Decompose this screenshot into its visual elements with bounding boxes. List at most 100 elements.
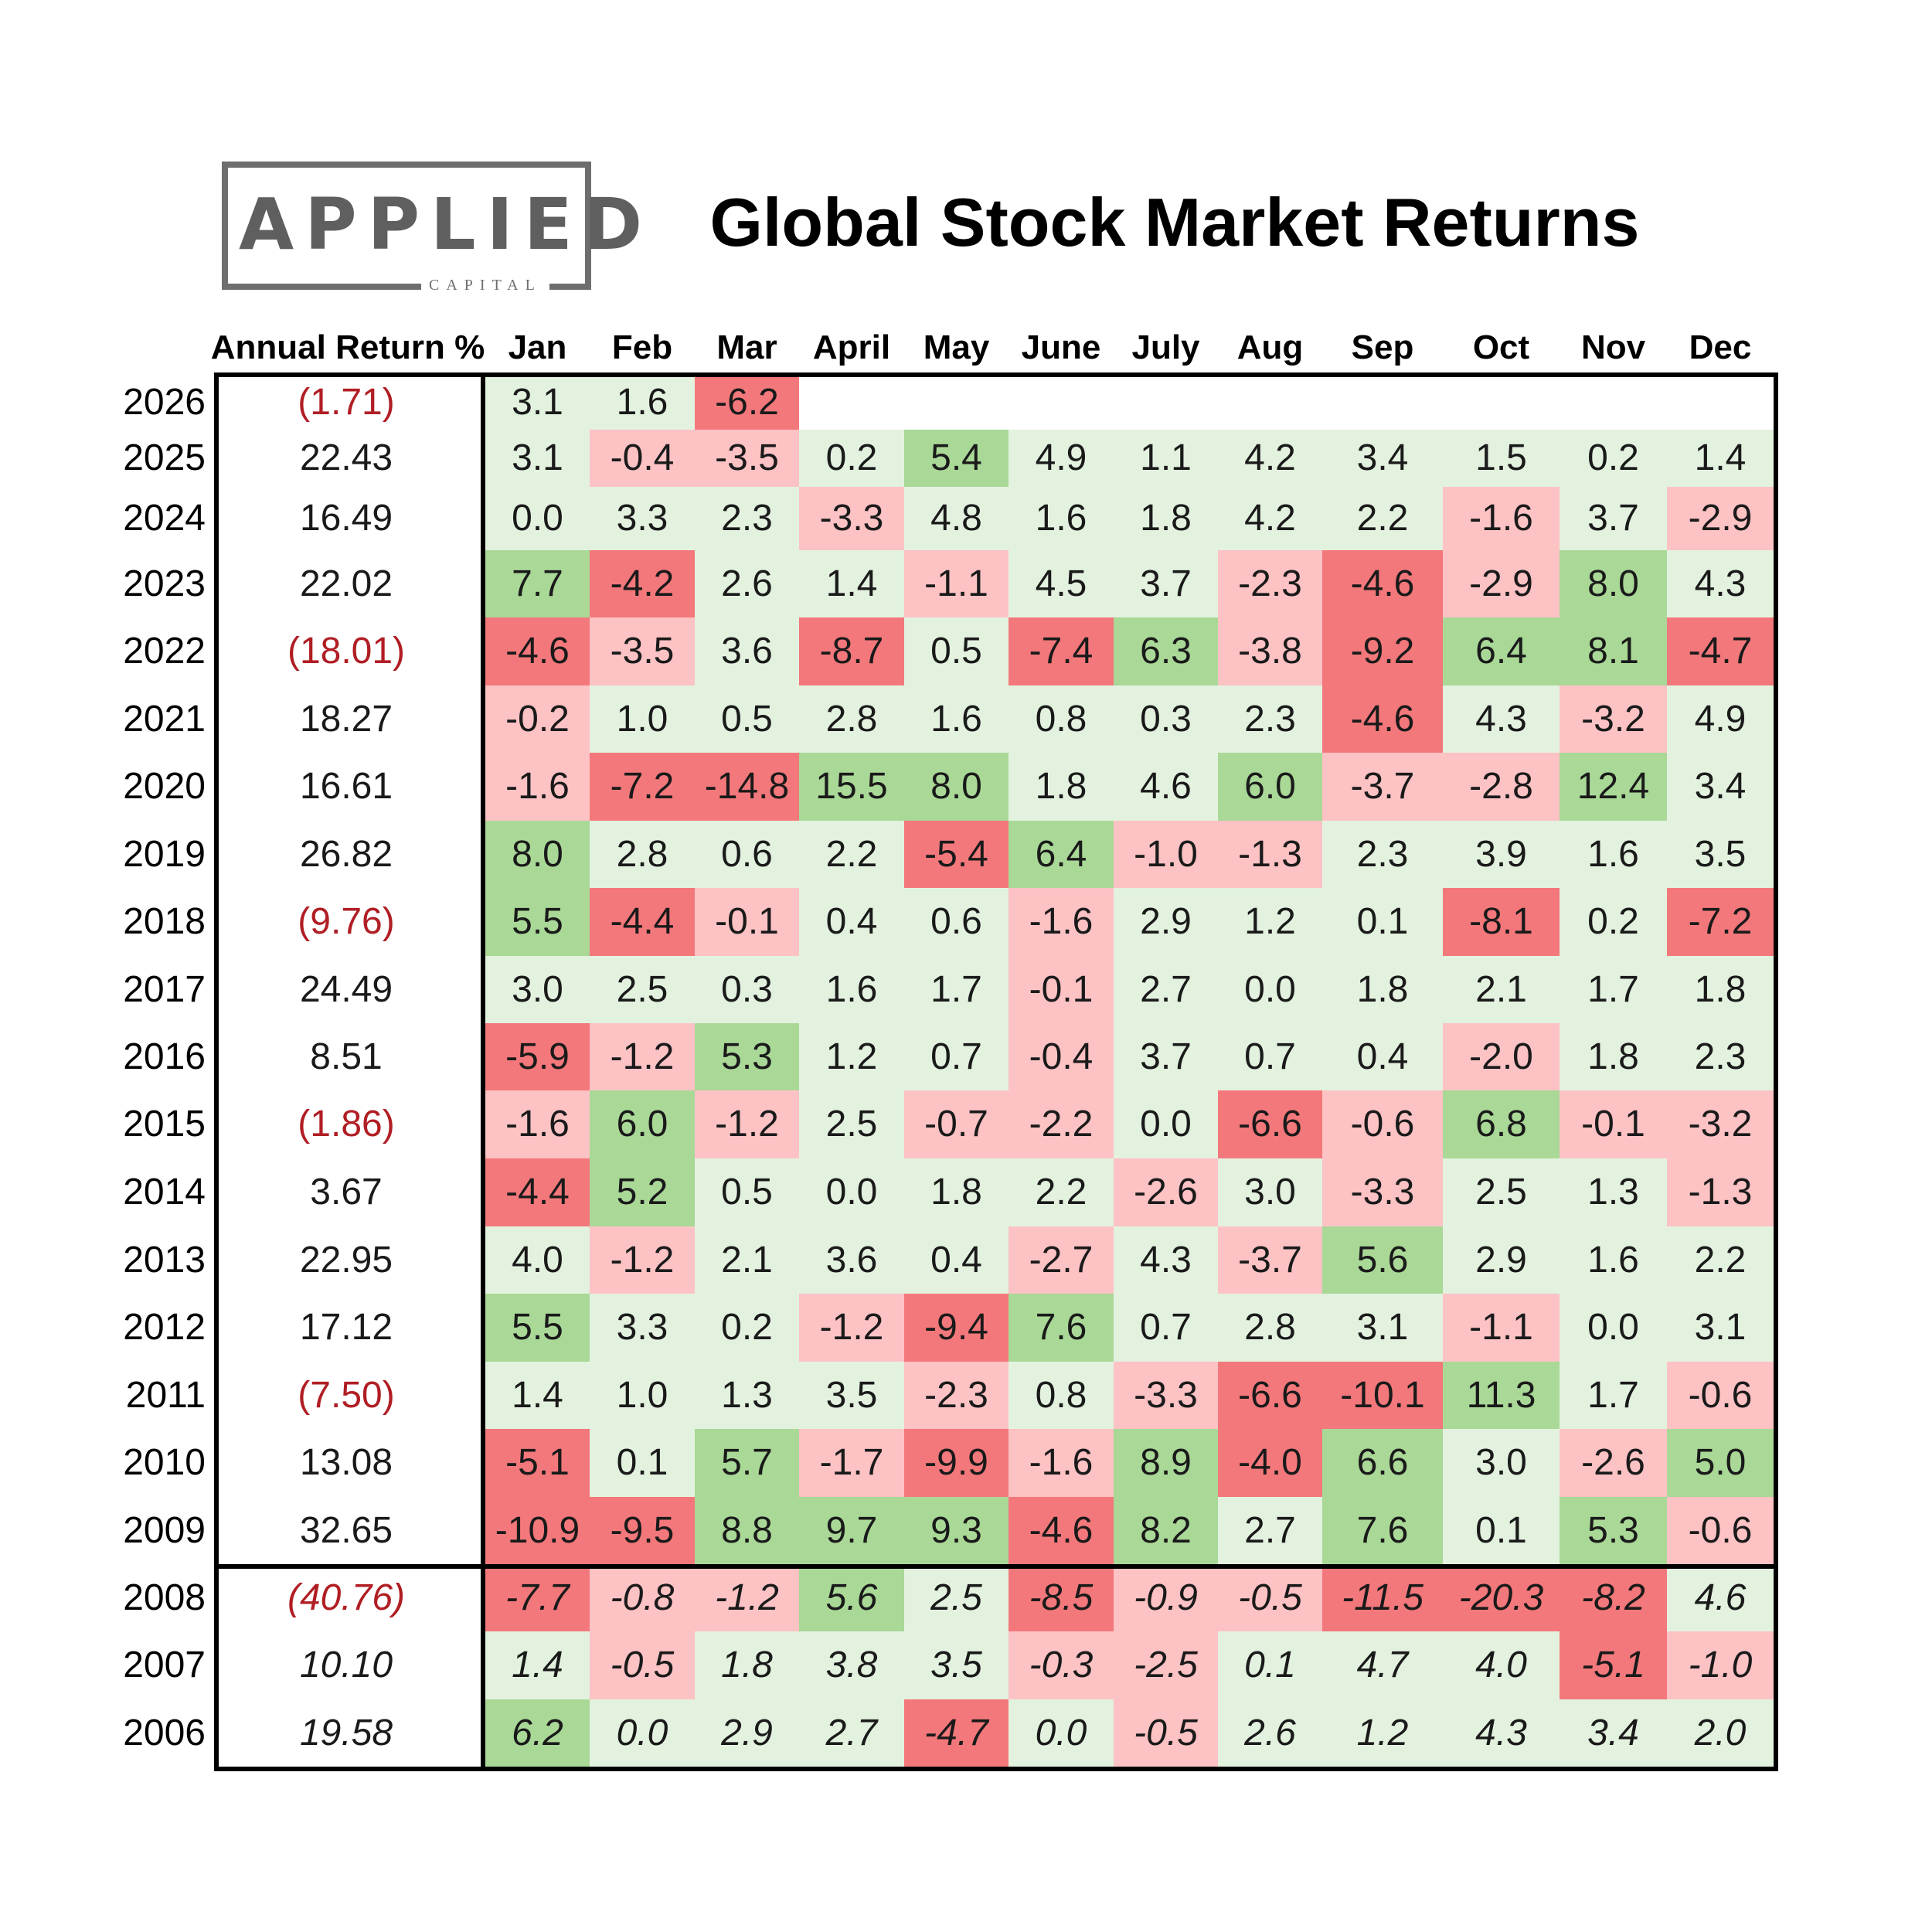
month-return-cell: 0.0 (1009, 1699, 1114, 1767)
annual-return-value: (7.50) (298, 1374, 395, 1416)
month-return-cell: 1.3 (695, 1361, 799, 1429)
month-return-cell: -3.7 (1218, 1226, 1322, 1294)
month-return-cell: 8.0 (485, 820, 590, 888)
month-return-cell: -4.2 (590, 549, 695, 617)
month-return-cell: 2.5 (590, 955, 695, 1023)
month-return-cell: 8.9 (1114, 1429, 1218, 1497)
month-return-cell: -5.4 (904, 820, 1009, 888)
annual-return-value: 22.02 (299, 563, 393, 604)
month-return-cell: 5.7 (695, 1429, 799, 1497)
month-return-cell: -1.7 (799, 1429, 904, 1497)
month-return-cell: -4.7 (1667, 617, 1774, 685)
month-return-cell: 0.2 (695, 1294, 799, 1362)
annual-return-value: (18.01) (287, 631, 406, 672)
month-return-cell: -10.9 (485, 1496, 590, 1564)
row-year-label: 2023 (123, 563, 206, 604)
row-year-label: 2010 (123, 1442, 206, 1483)
month-return-cell: 1.6 (590, 376, 695, 430)
month-return-cell: -0.3 (1009, 1631, 1114, 1699)
month-return-cell: 6.2 (485, 1699, 590, 1767)
month-header: Feb (611, 328, 673, 366)
month-return-cell: 0.8 (1009, 1361, 1114, 1429)
pre-2009-divider (214, 1564, 1778, 1569)
month-return-cell: -0.6 (1667, 1361, 1774, 1429)
month-return-cell: 1.0 (590, 1361, 695, 1429)
month-return-cell: 3.4 (1560, 1699, 1667, 1767)
month-return-cell: -1.6 (1009, 1429, 1114, 1497)
month-return-cell: 4.0 (485, 1226, 590, 1294)
month-return-cell: -4.0 (1218, 1429, 1322, 1497)
month-return-cell: 1.2 (1322, 1699, 1443, 1767)
month-return-cell: -7.4 (1009, 617, 1114, 685)
month-return-cell: 6.6 (1322, 1429, 1443, 1497)
row-year-label: 2025 (123, 437, 206, 478)
month-return-cell: 3.1 (485, 429, 590, 487)
month-return-cell: 0.2 (1560, 888, 1667, 956)
month-return-cell: 4.3 (1443, 1699, 1560, 1767)
month-return-cell: 0.3 (1114, 685, 1218, 753)
month-return-cell: -2.8 (1443, 753, 1560, 821)
month-return-cell: 3.3 (590, 1294, 695, 1362)
month-header: May (923, 328, 990, 366)
annual-return-value: 19.58 (299, 1712, 393, 1753)
month-return-cell: 0.6 (904, 888, 1009, 956)
month-return-cell: -0.5 (1114, 1699, 1218, 1767)
month-return-cell: 4.2 (1218, 486, 1322, 550)
month-return-cell: -0.5 (1218, 1563, 1322, 1631)
month-return-cell: 2.2 (1322, 486, 1443, 550)
month-return-cell: 2.0 (1667, 1699, 1774, 1767)
month-return-cell: 8.2 (1114, 1496, 1218, 1564)
month-header: Aug (1236, 328, 1304, 366)
month-return-cell: 5.3 (1560, 1496, 1667, 1564)
month-return-cell: -1.6 (485, 1090, 590, 1158)
month-return-cell: 3.5 (1667, 820, 1774, 888)
month-return-cell: 4.2 (1218, 429, 1322, 487)
row-year-label: 2013 (123, 1239, 206, 1281)
month-return-cell: 0.1 (1218, 1631, 1322, 1699)
month-return-cell: 1.2 (799, 1022, 904, 1090)
annual-return-value: 26.82 (299, 833, 393, 875)
month-return-cell: 1.6 (1560, 1226, 1667, 1294)
month-header: Jan (508, 328, 567, 366)
month-return-cell: 3.0 (1218, 1158, 1322, 1226)
row-year-label: 2022 (123, 631, 206, 672)
month-return-cell: 3.6 (695, 617, 799, 685)
month-return-cell: 2.3 (1218, 685, 1322, 753)
annual-column-divider (481, 372, 485, 1771)
month-return-cell: -2.9 (1443, 549, 1560, 617)
annual-return-header: Annual Return % (210, 328, 485, 366)
month-return-cell: 5.0 (1667, 1429, 1774, 1497)
month-return-cell: -0.5 (590, 1631, 695, 1699)
row-year-label: 2009 (123, 1509, 206, 1551)
month-return-cell: -5.1 (1560, 1631, 1667, 1699)
month-return-cell: -1.2 (799, 1294, 904, 1362)
month-return-cell: -14.8 (695, 753, 799, 821)
month-return-cell: 3.0 (485, 955, 590, 1023)
row-year-label: 2019 (123, 833, 206, 875)
month-return-cell: -3.3 (1114, 1361, 1218, 1429)
month-return-cell: 2.7 (799, 1699, 904, 1767)
row-year-label: 2016 (123, 1036, 206, 1077)
month-return-cell: 8.8 (695, 1496, 799, 1564)
month-return-cell: 2.1 (1443, 955, 1560, 1023)
month-return-cell: -3.3 (1322, 1158, 1443, 1226)
month-return-cell: 1.8 (1114, 486, 1218, 550)
month-return-cell: -0.7 (904, 1090, 1009, 1158)
month-return-cell: 3.7 (1114, 1022, 1218, 1090)
month-return-cell: 1.8 (695, 1631, 799, 1699)
table-border-right (1774, 372, 1778, 1771)
month-return-cell: 4.3 (1667, 549, 1774, 617)
month-return-cell: 3.6 (799, 1226, 904, 1294)
month-return-cell: 7.6 (1009, 1294, 1114, 1362)
month-return-cell: 3.8 (799, 1631, 904, 1699)
month-return-cell: 2.9 (1114, 888, 1218, 956)
month-return-cell: -7.7 (485, 1563, 590, 1631)
month-return-cell: -7.2 (590, 753, 695, 821)
month-return-cell: 0.7 (904, 1022, 1009, 1090)
month-return-cell: 5.4 (904, 429, 1009, 487)
month-return-cell: 5.6 (1322, 1226, 1443, 1294)
month-return-cell: -2.3 (1218, 549, 1322, 617)
month-return-cell: -3.8 (1218, 617, 1322, 685)
month-return-cell: 2.3 (1667, 1022, 1774, 1090)
month-return-cell: -4.6 (485, 617, 590, 685)
